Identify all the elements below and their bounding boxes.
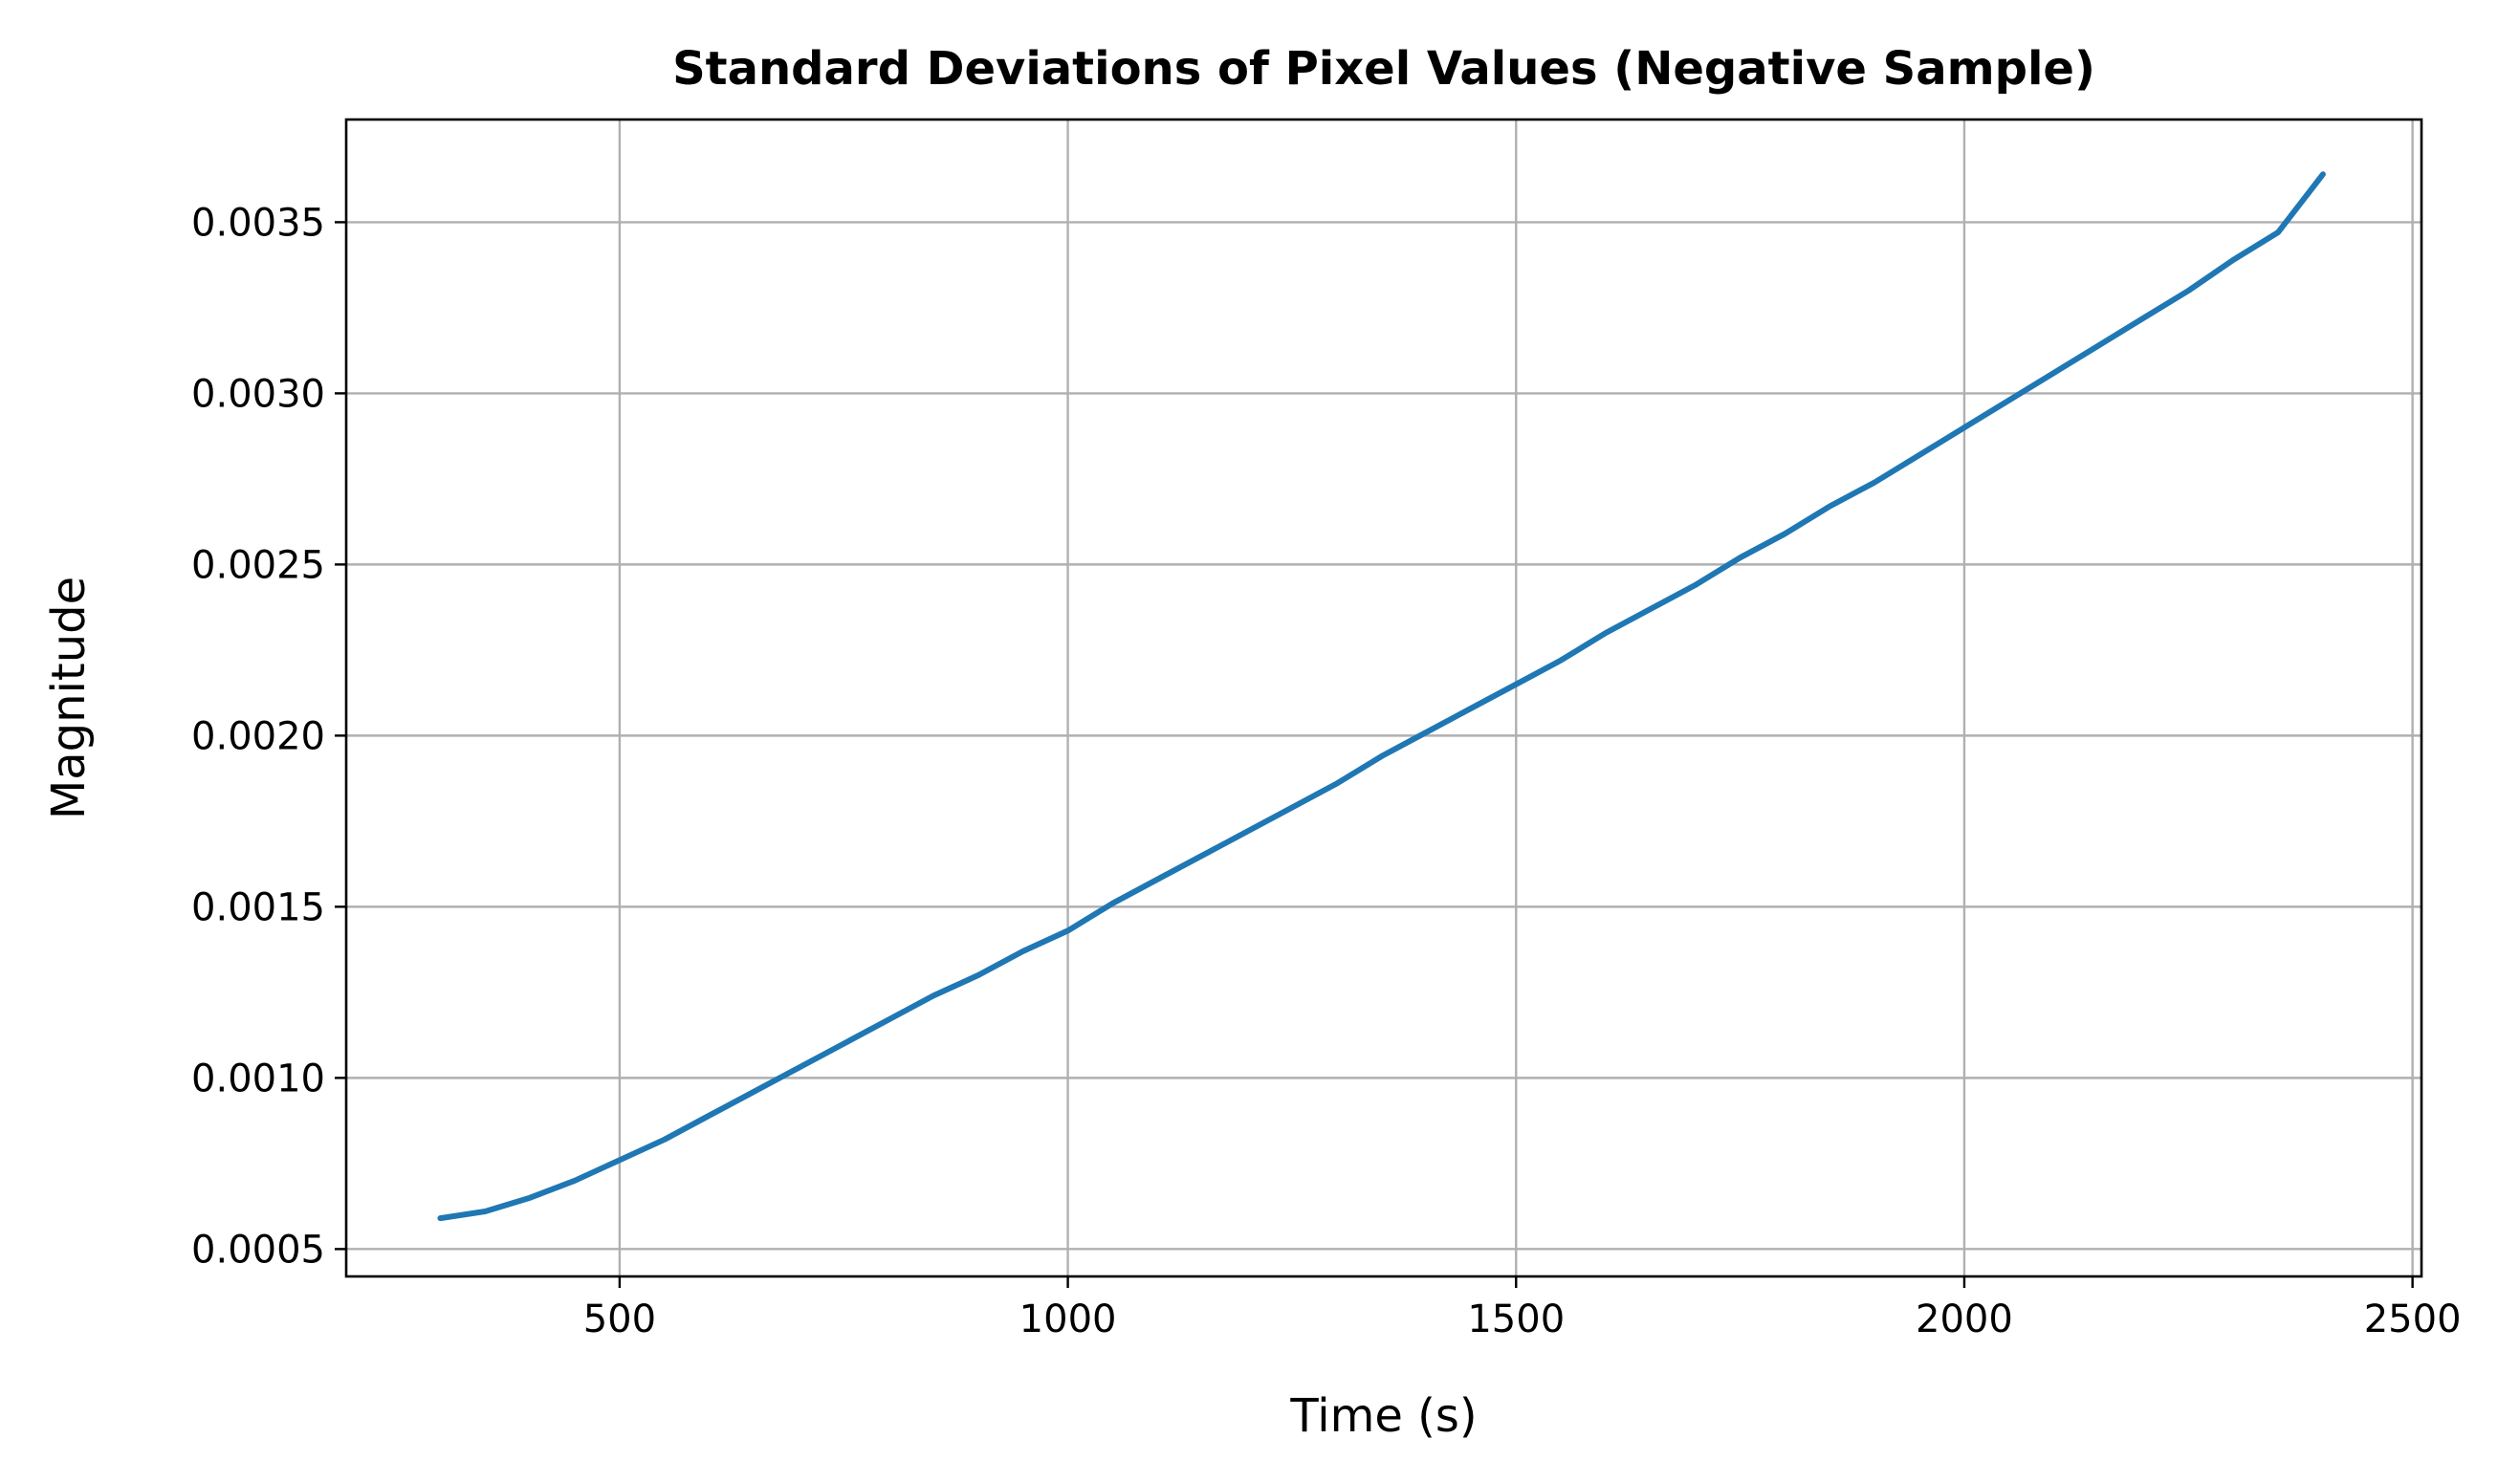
- y-tick-label: 0.0030: [191, 372, 325, 416]
- y-tick-label: 0.0015: [191, 885, 325, 929]
- y-axis-ticks: 0.0005 0.0010 0.0015 0.0020 0.0025 0.0030 0.00…: [191, 201, 346, 1272]
- grid-layer: [346, 120, 2421, 1276]
- y-tick-label: 0.0025: [191, 543, 325, 587]
- x-tick-label: 500: [583, 1297, 656, 1341]
- series-layer: [437, 171, 2326, 1222]
- std-dev-series-line: [437, 171, 2326, 1222]
- y-tick-label: 0.0035: [191, 201, 325, 245]
- x-tick-label: 2000: [1916, 1297, 2013, 1341]
- y-tick-label: 0.0005: [191, 1228, 325, 1272]
- x-tick-label: 1000: [1019, 1297, 1117, 1341]
- x-axis-ticks: 500 1000 1500 2000 2500: [583, 1276, 2462, 1341]
- y-axis-label: Magnitude: [42, 577, 96, 819]
- x-axis-label: Time (s): [1289, 1389, 1477, 1443]
- x-tick-label: 1500: [1467, 1297, 1565, 1341]
- x-tick-label: 2500: [2364, 1297, 2462, 1341]
- chart-title: Standard Deviations of Pixel Values (Neg…: [672, 42, 2095, 96]
- y-tick-label: 0.0010: [191, 1057, 325, 1101]
- plot-frame: [344, 118, 2423, 1278]
- y-tick-label: 0.0020: [191, 714, 325, 758]
